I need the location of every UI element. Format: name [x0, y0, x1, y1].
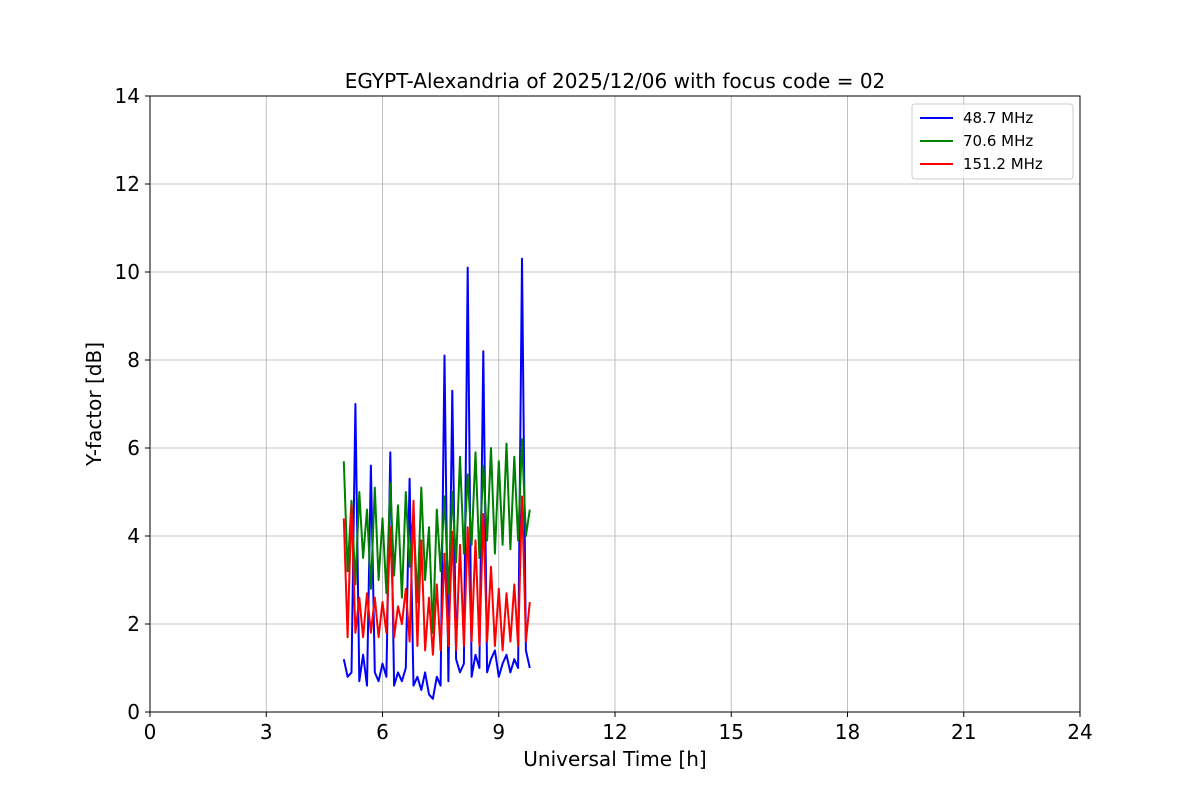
grid-lines — [149, 95, 1081, 713]
y-tick-label: 8 — [127, 348, 140, 372]
x-tick-label: 3 — [260, 720, 273, 744]
series-layer — [342, 257, 531, 700]
y-tick-label: 14 — [115, 84, 140, 108]
y-axis-label: Y-factor [dB] — [82, 342, 106, 467]
y-tick-label: 0 — [127, 700, 140, 724]
y-tick-label: 10 — [115, 260, 140, 284]
x-tick-label: 15 — [719, 720, 744, 744]
x-tick-label: 9 — [492, 720, 505, 744]
legend: 48.7 MHz 70.6 MHz 151.2 MHz — [911, 103, 1074, 180]
series-line-1 — [342, 438, 531, 634]
x-tick-label: 6 — [376, 720, 389, 744]
y-tick-label: 6 — [127, 436, 140, 460]
legend-box — [911, 103, 1074, 180]
legend-label-0: 48.7 MHz — [963, 109, 1033, 127]
x-tick-label: 18 — [835, 720, 860, 744]
series-line-0 — [342, 257, 531, 700]
legend-label-2: 151.2 MHz — [963, 155, 1043, 173]
x-tick-label: 0 — [144, 720, 157, 744]
x-axis-label: Universal Time [h] — [523, 747, 706, 771]
chart-title: EGYPT-Alexandria of 2025/12/06 with focu… — [345, 69, 886, 93]
legend-label-1: 70.6 MHz — [963, 132, 1033, 150]
y-tick-label: 12 — [115, 172, 140, 196]
series-line-2 — [342, 495, 531, 656]
y-tick-label: 4 — [127, 524, 140, 548]
x-tick-label: 12 — [602, 720, 627, 744]
x-tick-label: 24 — [1067, 720, 1092, 744]
x-tick-label: 21 — [951, 720, 976, 744]
y-tick-label: 2 — [127, 612, 140, 636]
